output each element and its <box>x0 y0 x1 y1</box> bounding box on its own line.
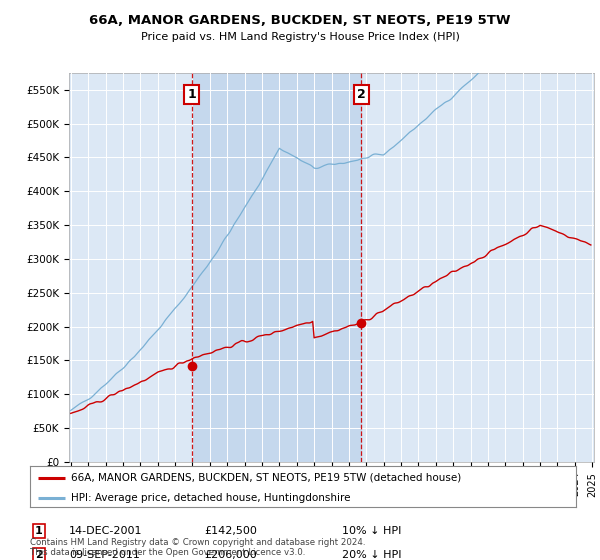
Text: 2: 2 <box>35 550 43 560</box>
Text: HPI: Average price, detached house, Huntingdonshire: HPI: Average price, detached house, Hunt… <box>71 493 350 503</box>
Text: 10% ↓ HPI: 10% ↓ HPI <box>342 526 401 536</box>
Text: 14-DEC-2001: 14-DEC-2001 <box>69 526 143 536</box>
Text: 66A, MANOR GARDENS, BUCKDEN, ST NEOTS, PE19 5TW (detached house): 66A, MANOR GARDENS, BUCKDEN, ST NEOTS, P… <box>71 473 461 483</box>
Text: 2: 2 <box>357 88 365 101</box>
Text: Price paid vs. HM Land Registry's House Price Index (HPI): Price paid vs. HM Land Registry's House … <box>140 32 460 43</box>
Text: 09-SEP-2011: 09-SEP-2011 <box>69 550 140 560</box>
Text: 1: 1 <box>35 526 43 536</box>
Text: 1: 1 <box>187 88 196 101</box>
Text: Contains HM Land Registry data © Crown copyright and database right 2024.
This d: Contains HM Land Registry data © Crown c… <box>30 538 365 557</box>
Text: £206,000: £206,000 <box>204 550 257 560</box>
Text: £142,500: £142,500 <box>204 526 257 536</box>
Text: 66A, MANOR GARDENS, BUCKDEN, ST NEOTS, PE19 5TW: 66A, MANOR GARDENS, BUCKDEN, ST NEOTS, P… <box>89 14 511 27</box>
Text: 20% ↓ HPI: 20% ↓ HPI <box>342 550 401 560</box>
Bar <box>192 73 361 462</box>
